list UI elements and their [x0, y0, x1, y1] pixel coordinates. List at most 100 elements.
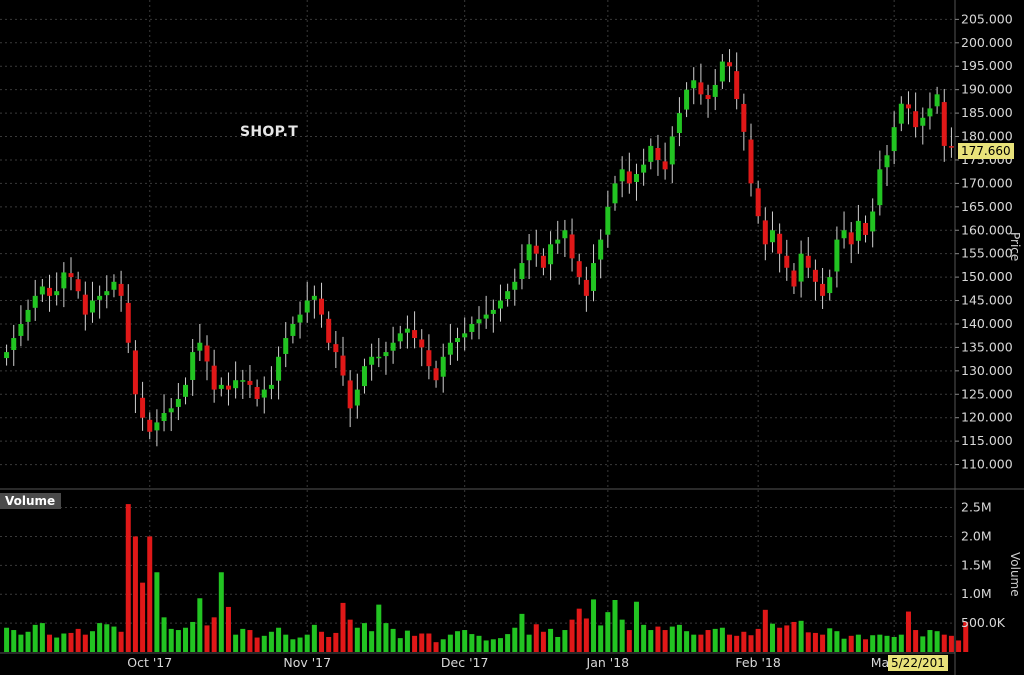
price-tick-label: 110.000 — [961, 457, 1013, 472]
volume-bar — [183, 627, 189, 652]
candle-body — [469, 323, 475, 332]
volume-bar — [369, 631, 375, 652]
candle-body — [734, 71, 740, 100]
volume-bar — [283, 634, 289, 652]
volume-bar — [913, 630, 919, 652]
volume-bar — [519, 613, 525, 652]
candle-body — [404, 328, 410, 333]
volume-bar — [884, 635, 890, 652]
volume-bar — [641, 624, 647, 652]
candle-body — [111, 281, 117, 290]
candle-body — [333, 344, 339, 353]
candle-body — [447, 342, 453, 355]
volume-bar — [18, 634, 24, 652]
volume-bar — [61, 633, 67, 652]
volume-bar — [319, 631, 325, 652]
candle-body — [934, 94, 940, 107]
candle-body — [319, 298, 325, 315]
candle-body — [82, 294, 88, 315]
candle-body — [376, 356, 382, 359]
volume-bar — [233, 634, 239, 652]
volume-bar — [32, 624, 38, 652]
volume-bar — [927, 630, 933, 652]
price-tick-label: 190.000 — [961, 82, 1013, 97]
candle-body — [762, 220, 768, 245]
volume-panel-label: Volume — [0, 493, 62, 509]
volume-bar — [412, 635, 418, 652]
volume-bar — [698, 634, 704, 652]
candle-body — [240, 380, 246, 382]
volume-bar — [762, 609, 768, 652]
price-tick-label: 200.000 — [961, 35, 1013, 50]
volume-bar — [662, 630, 668, 652]
volume-bar — [154, 572, 160, 652]
candle-body — [662, 161, 668, 170]
candle-body — [25, 309, 31, 322]
volume-bar — [741, 631, 747, 652]
last-price-flag: 177.660 — [958, 143, 1014, 159]
volume-bar — [576, 608, 582, 652]
candle-body — [719, 61, 725, 82]
candle-body — [698, 82, 704, 95]
candle-body — [576, 261, 582, 278]
volume-bar — [791, 621, 797, 652]
candle-body — [347, 380, 353, 409]
candle-body — [412, 330, 418, 339]
volume-bar — [390, 628, 396, 652]
volume-bar — [490, 639, 496, 652]
volume-bar — [304, 634, 310, 652]
volume-bar — [433, 642, 439, 652]
price-tick-label: 115.000 — [961, 433, 1013, 448]
candle-body — [383, 352, 389, 357]
volume-bar — [25, 631, 31, 652]
volume-bar — [340, 602, 346, 652]
time-tick-label: Oct '17 — [127, 655, 172, 670]
volume-bar — [633, 601, 639, 652]
candle-body — [32, 295, 38, 308]
candle-body — [154, 422, 160, 431]
candle-body — [89, 300, 95, 313]
candle-body — [598, 239, 604, 260]
candle-body — [125, 302, 131, 343]
volume-bar — [204, 625, 210, 652]
candle-body — [633, 174, 639, 182]
candle-body — [247, 380, 253, 385]
volume-bar — [891, 636, 897, 652]
candle-body — [4, 352, 10, 359]
candle-body — [140, 397, 146, 418]
price-tick-label: 170.000 — [961, 175, 1013, 190]
volume-bar — [333, 632, 339, 652]
volume-bar — [834, 631, 840, 652]
candle-body — [533, 245, 539, 254]
volume-bar — [11, 630, 17, 652]
candle-body — [834, 239, 840, 272]
volume-tick-label: 2.0M — [961, 528, 992, 543]
candle-body — [455, 338, 461, 343]
volume-bar — [297, 637, 303, 652]
volume-bar — [397, 638, 403, 652]
volume-bar — [963, 621, 969, 652]
volume-bar — [691, 634, 697, 652]
volume-bar — [855, 634, 861, 652]
volume-bar — [82, 634, 88, 652]
candle-body — [54, 291, 60, 296]
candle-body — [11, 338, 17, 350]
volume-bar — [168, 628, 174, 652]
candle-body — [877, 169, 883, 206]
volume-bar — [140, 582, 146, 652]
candle-body — [297, 314, 303, 323]
price-tick-label: 185.000 — [961, 105, 1013, 120]
candle-body — [526, 244, 532, 261]
volume-bar — [75, 628, 81, 652]
time-tick-label: Dec '17 — [441, 655, 489, 670]
volume-bar — [419, 633, 425, 652]
volume-bar — [125, 504, 131, 652]
volume-axis-title: Volume — [1008, 552, 1022, 597]
candle-body — [784, 255, 790, 268]
candle-body — [841, 230, 847, 239]
volume-bar — [841, 638, 847, 652]
volume-tick-label: 500.0K — [961, 615, 1006, 630]
volume-bar — [47, 634, 53, 652]
